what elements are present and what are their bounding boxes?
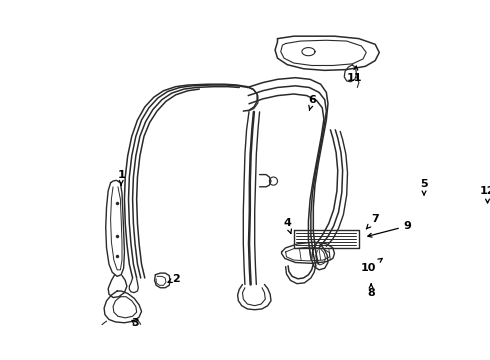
Text: 7: 7: [367, 214, 379, 229]
Text: 10: 10: [361, 258, 382, 273]
Text: 3: 3: [131, 318, 139, 328]
Text: 5: 5: [420, 179, 428, 195]
Text: 4: 4: [283, 217, 292, 234]
Text: 6: 6: [309, 95, 317, 110]
Text: 11: 11: [347, 66, 363, 83]
Text: 9: 9: [368, 221, 412, 237]
Text: 2: 2: [168, 274, 180, 284]
Text: 8: 8: [367, 284, 375, 298]
Text: 12: 12: [480, 186, 490, 203]
Text: 1: 1: [117, 170, 125, 185]
